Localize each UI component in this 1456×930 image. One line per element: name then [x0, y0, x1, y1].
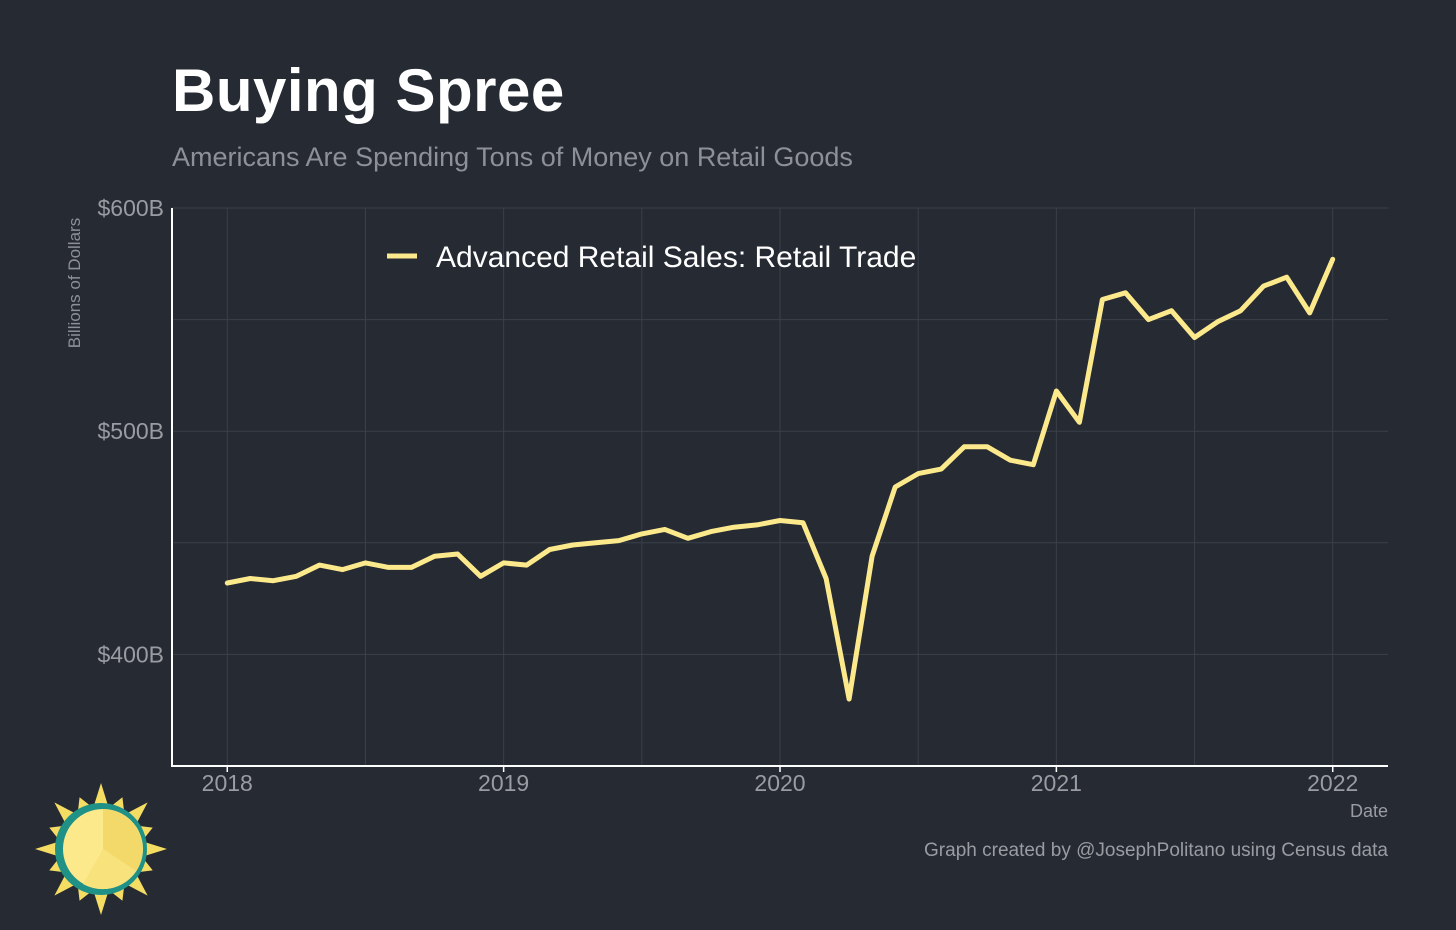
sun-logo-icon — [35, 783, 167, 915]
series-lines — [224, 256, 1336, 702]
y-tick-label: $400B — [97, 641, 164, 667]
chart-legend: Advanced Retail Sales: Retail Trade — [387, 241, 916, 274]
chart-title: Buying Spree — [172, 57, 565, 124]
source-credit: Graph created by @JosephPolitano using C… — [924, 840, 1388, 861]
sun-ray — [93, 783, 109, 806]
chart-grid — [172, 207, 1388, 766]
y-axis-label: Billions of Dollars — [65, 218, 84, 348]
legend-label: Advanced Retail Sales: Retail Trade — [436, 241, 916, 274]
x-tick-label: 2019 — [478, 770, 529, 796]
x-tick-label: 2018 — [202, 770, 253, 796]
x-tick-label: 2020 — [754, 770, 805, 796]
sun-ray — [35, 841, 58, 857]
x-tick-label: 2021 — [1031, 770, 1082, 796]
x-axis-ticks: 2018 2019 2020 2021 2022 — [202, 766, 1358, 796]
chart-subtitle: Americans Are Spending Tons of Money on … — [172, 142, 853, 172]
series-line — [224, 256, 1336, 702]
y-tick-label: $500B — [97, 418, 164, 444]
y-axis-ticks: $400B $500B $600B — [97, 195, 164, 667]
x-axis-label: Date — [1350, 801, 1388, 821]
sun-ray — [93, 892, 109, 915]
sun-ray — [144, 841, 167, 857]
y-tick-label: $600B — [97, 195, 164, 221]
x-tick-label: 2022 — [1307, 770, 1358, 796]
